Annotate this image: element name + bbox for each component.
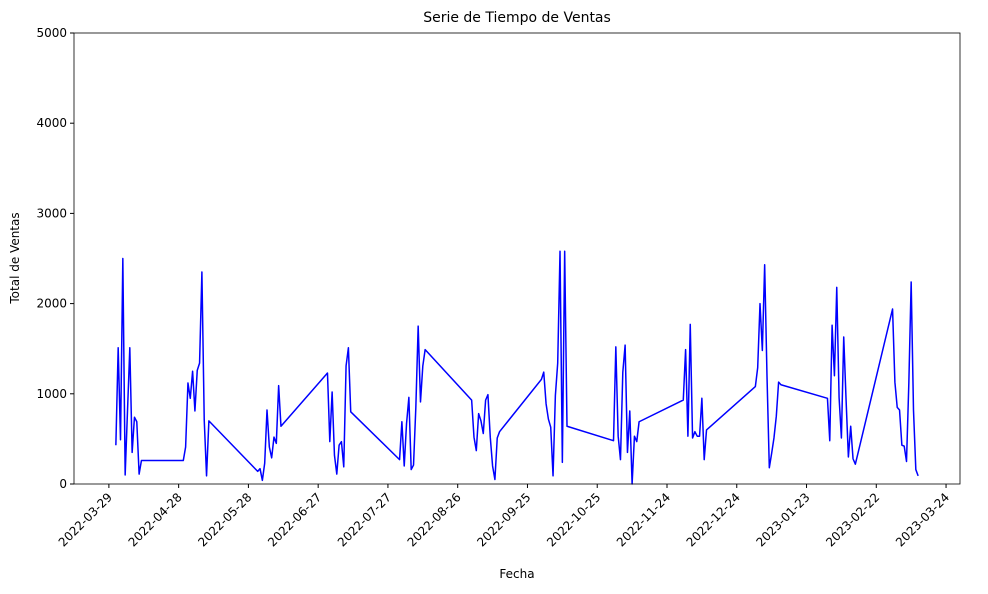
x-tick-label: 2022-10-25: [544, 490, 603, 549]
x-tick-label: 2023-01-23: [753, 490, 812, 549]
y-tick-label: 5000: [36, 26, 67, 40]
y-tick-label: 0: [59, 477, 67, 491]
x-tick-label: 2022-11-24: [614, 490, 673, 549]
x-tick-label: 2022-08-26: [405, 490, 464, 549]
x-tick-label: 2022-03-29: [56, 490, 115, 549]
x-axis-label: Fecha: [499, 567, 534, 581]
x-tick-label: 2022-06-27: [265, 490, 324, 549]
x-tick-label: 2023-02-22: [823, 490, 882, 549]
x-tick-label: 2022-05-28: [195, 490, 254, 549]
line: [115, 250, 919, 485]
plot-frame: [73, 32, 961, 485]
x-tick-label: 2023-03-24: [893, 490, 952, 549]
y-tick-label: 1000: [36, 387, 67, 401]
y-tick-label: 2000: [36, 297, 67, 311]
y-axis-label: Total de Ventas: [8, 212, 22, 304]
y-tick-label: 4000: [36, 116, 67, 130]
x-tick-label: 2022-09-25: [474, 490, 533, 549]
x-tick-label: 2022-04-28: [126, 490, 185, 549]
chart-title: Serie de Tiempo de Ventas: [423, 10, 611, 26]
x-tick-label: 2022-12-24: [684, 490, 743, 549]
x-tick-label: 2022-07-27: [335, 490, 394, 549]
y-tick-label: 3000: [36, 206, 67, 220]
